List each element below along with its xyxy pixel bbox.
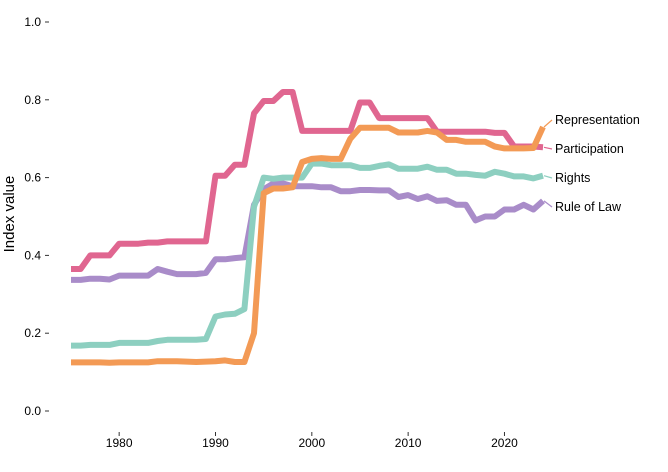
x-tick-label: 2010 (395, 436, 422, 450)
series-line-representation (71, 124, 546, 366)
series-label-leader (543, 200, 553, 208)
series-label-leader (543, 175, 553, 179)
series-label-representation: Representation (555, 113, 640, 127)
y-tick-label: 0.0 (24, 404, 41, 418)
series-label-rule-of-law: Rule of Law (555, 200, 622, 214)
series-line-participation (71, 89, 544, 272)
series-labels: Representation Participation Rights Rule of… (543, 113, 640, 214)
x-tick-label: 1990 (202, 436, 229, 450)
series-label-participation: Participation (555, 142, 624, 156)
y-tick-label: 0.4 (24, 248, 41, 262)
y-tick-label: 0.2 (24, 326, 41, 340)
series-line-rights (71, 160, 544, 349)
y-tick-label: 0.6 (24, 171, 41, 185)
series-line-rule-of-law (71, 180, 546, 283)
y-tick-label: 1.0 (24, 15, 41, 29)
x-tick-label: 2020 (491, 436, 518, 450)
series-label-leader (543, 119, 553, 128)
x-tick-label: 2000 (298, 436, 325, 450)
series-layer (71, 89, 546, 366)
y-axis: 0.0 0.2 0.4 0.6 0.8 1.0 (24, 15, 49, 418)
y-tick-label: 0.8 (24, 93, 41, 107)
series-label-rights: Rights (555, 171, 590, 185)
x-tick-label: 1980 (106, 436, 133, 450)
y-axis-title: Index value (1, 176, 18, 253)
x-axis: 1980 1990 2000 2010 2020 (106, 432, 518, 450)
series-label-leader (543, 146, 553, 150)
